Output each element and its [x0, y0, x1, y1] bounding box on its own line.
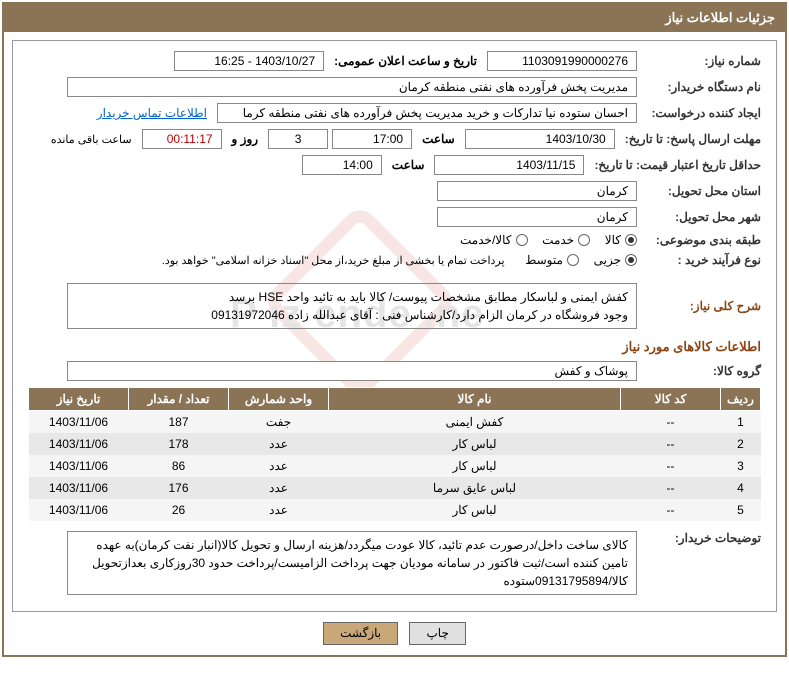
buyer-org-label: نام دستگاه خریدار:	[641, 80, 761, 94]
back-button[interactable]: بازگشت	[323, 622, 398, 645]
table-cell: 176	[129, 477, 229, 499]
radio-both-label: کالا/خدمت	[460, 233, 511, 247]
desc-label: شرح کلی نیاز:	[641, 299, 761, 313]
need-number-label: شماره نیاز:	[641, 54, 761, 68]
table-cell: --	[621, 411, 721, 434]
buyer-notes-value: کالای ساخت داخل/درصورت عدم تائید، کالا ع…	[67, 531, 637, 595]
days-label: روز و	[226, 132, 265, 146]
time-label-1: ساعت	[416, 132, 461, 146]
requester-value: احسان ستوده نیا تدارکات و خرید مدیریت پخ…	[217, 103, 637, 123]
table-cell: 187	[129, 411, 229, 434]
table-cell: 1403/11/06	[29, 411, 129, 434]
countdown-value: 00:11:17	[142, 129, 222, 149]
radio-service-label: خدمت	[542, 233, 574, 247]
table-cell: 2	[721, 433, 761, 455]
table-cell: --	[621, 433, 721, 455]
radio-goods[interactable]	[625, 234, 637, 246]
th-row: ردیف	[721, 388, 761, 411]
radio-medium-label: متوسط	[525, 253, 563, 267]
details-form: شماره نیاز: 1103091990000276 تاریخ و ساع…	[12, 40, 777, 612]
validity-label: حداقل تاریخ اعتبار قیمت: تا تاریخ:	[588, 158, 761, 172]
table-cell: 4	[721, 477, 761, 499]
table-cell: 86	[129, 455, 229, 477]
table-row: 3--لباس کارعدد861403/11/06	[29, 455, 761, 477]
process-label: نوع فرآیند خرید :	[641, 253, 761, 267]
main-panel: جزئیات اطلاعات نیاز شماره نیاز: 11030919…	[2, 2, 787, 657]
validity-time: 14:00	[302, 155, 382, 175]
th-code: کد کالا	[621, 388, 721, 411]
requester-label: ایجاد کننده درخواست:	[641, 106, 761, 120]
city-label: شهر محل تحویل:	[641, 210, 761, 224]
table-cell: 178	[129, 433, 229, 455]
table-cell: لباس کار	[329, 433, 621, 455]
table-cell: لباس عایق سرما	[329, 477, 621, 499]
table-cell: 5	[721, 499, 761, 521]
table-cell: لباس کار	[329, 455, 621, 477]
th-name: نام کالا	[329, 388, 621, 411]
desc-value: کفش ایمنی و لباسکار مطابق مشخصات پیوست/ …	[67, 283, 637, 329]
table-cell: عدد	[229, 477, 329, 499]
radio-goods-label: کالا	[605, 233, 621, 247]
table-cell: 1403/11/06	[29, 499, 129, 521]
table-cell: 3	[721, 455, 761, 477]
th-qty: تعداد / مقدار	[129, 388, 229, 411]
items-section-title: اطلاعات کالاهای مورد نیاز	[28, 339, 761, 355]
buyer-notes-label: توضیحات خریدار:	[641, 531, 761, 545]
city-value: کرمان	[437, 207, 637, 227]
radio-partial-label: جزیی	[594, 253, 621, 267]
province-value: کرمان	[437, 181, 637, 201]
deadline-label: مهلت ارسال پاسخ: تا تاریخ:	[619, 132, 761, 146]
table-row: 4--لباس عایق سرماعدد1761403/11/06	[29, 477, 761, 499]
buyer-contact-link[interactable]: اطلاعات تماس خریدار	[91, 106, 213, 120]
panel-header: جزئیات اطلاعات نیاز	[4, 4, 785, 32]
th-unit: واحد شمارش	[229, 388, 329, 411]
table-cell: 1403/11/06	[29, 455, 129, 477]
radio-medium[interactable]	[567, 254, 579, 266]
payment-note: پرداخت تمام یا بخشی از مبلغ خرید،از محل …	[162, 254, 511, 267]
table-cell: 26	[129, 499, 229, 521]
category-label: طبقه بندی موضوعی:	[641, 233, 761, 247]
deadline-time: 17:00	[332, 129, 412, 149]
announce-label: تاریخ و ساعت اعلان عمومی:	[328, 54, 483, 68]
time-label-2: ساعت	[386, 158, 431, 172]
table-cell: 1403/11/06	[29, 433, 129, 455]
need-number-value: 1103091990000276	[487, 51, 637, 71]
table-cell: عدد	[229, 455, 329, 477]
radio-service[interactable]	[578, 234, 590, 246]
radio-both[interactable]	[516, 234, 528, 246]
items-table: ردیف کد کالا نام کالا واحد شمارش تعداد /…	[28, 387, 761, 521]
table-row: 2--لباس کارعدد1781403/11/06	[29, 433, 761, 455]
announce-value: 1403/10/27 - 16:25	[174, 51, 324, 71]
table-cell: جفت	[229, 411, 329, 434]
table-cell: 1	[721, 411, 761, 434]
table-cell: 1403/11/06	[29, 477, 129, 499]
table-cell: --	[621, 477, 721, 499]
table-cell: عدد	[229, 433, 329, 455]
validity-date: 1403/11/15	[434, 155, 584, 175]
table-cell: لباس کار	[329, 499, 621, 521]
table-cell: --	[621, 455, 721, 477]
th-date: تاریخ نیاز	[29, 388, 129, 411]
deadline-date: 1403/10/30	[465, 129, 615, 149]
table-cell: عدد	[229, 499, 329, 521]
table-cell: کفش ایمنی	[329, 411, 621, 434]
days-value: 3	[268, 129, 328, 149]
table-row: 5--لباس کارعدد261403/11/06	[29, 499, 761, 521]
province-label: استان محل تحویل:	[641, 184, 761, 198]
remaining-label: ساعت باقی مانده	[51, 133, 138, 146]
table-row: 1--کفش ایمنیجفت1871403/11/06	[29, 411, 761, 434]
table-cell: --	[621, 499, 721, 521]
buyer-org-value: مدیریت پخش فرآورده های نفتی منطقه کرمان	[67, 77, 637, 97]
group-value: پوشاک و کفش	[67, 361, 637, 381]
group-label: گروه کالا:	[641, 364, 761, 378]
print-button[interactable]: چاپ	[409, 622, 465, 645]
radio-partial[interactable]	[625, 254, 637, 266]
